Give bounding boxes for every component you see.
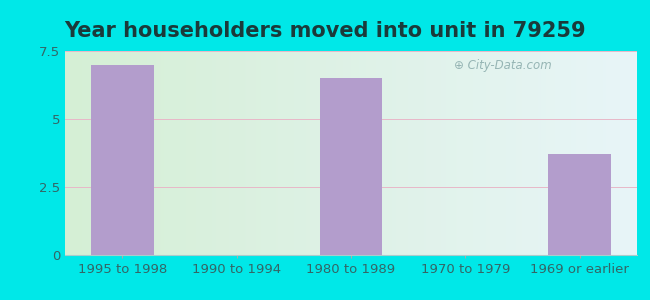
Bar — [320, 78, 382, 255]
Text: ⊕ City-Data.com: ⊕ City-Data.com — [454, 59, 552, 72]
Text: Year householders moved into unit in 79259: Year householders moved into unit in 792… — [64, 21, 586, 41]
Bar — [91, 64, 153, 255]
Bar — [549, 154, 611, 255]
